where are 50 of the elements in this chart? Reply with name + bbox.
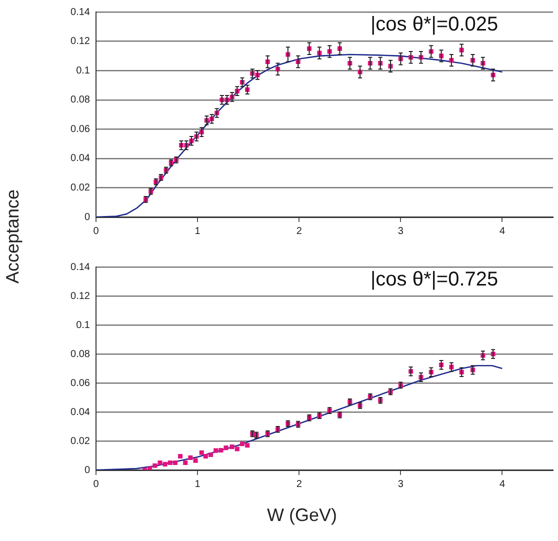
y-tick-label: 0.02	[70, 436, 90, 447]
y-tick-label: 0.06	[70, 124, 90, 135]
x-tick-label: 2	[296, 478, 302, 490]
y-tick-label: 0.02	[70, 182, 90, 194]
y-tick-label: 0	[84, 464, 90, 476]
point	[152, 463, 158, 468]
x-tick-label: 1	[194, 478, 201, 490]
point	[162, 462, 168, 466]
point	[193, 458, 198, 463]
point	[208, 452, 214, 458]
y-tick-label: 0.06	[70, 378, 90, 389]
y-tick-label: 0	[84, 212, 90, 223]
point	[218, 448, 224, 453]
y-tick-label: 0.14	[70, 262, 90, 273]
x-tick-label: 4	[499, 478, 506, 490]
point	[178, 454, 183, 458]
y-tick-label: 0.04	[70, 406, 90, 418]
point	[172, 460, 178, 466]
x-tick-label: 3	[398, 478, 404, 490]
point	[234, 446, 240, 452]
x-tick-label: 2	[296, 226, 302, 237]
y-tick-label: 0.12	[70, 36, 90, 48]
x-tick-label: 3	[398, 226, 404, 237]
y-axis-title: Acceptance	[2, 189, 24, 284]
point	[240, 442, 245, 446]
point	[199, 450, 204, 455]
y-tick-label: 0.1	[76, 65, 90, 76]
y-tick-label: 0.04	[70, 153, 90, 164]
y-tick-label: 0.12	[70, 290, 90, 302]
x-tick-label: 4	[499, 226, 506, 237]
x-tick-label: 0	[93, 478, 100, 490]
x-axis-title: W (GeV)	[266, 505, 338, 526]
point	[183, 460, 188, 466]
point	[245, 443, 250, 448]
y-tick-label: 0.08	[70, 94, 90, 106]
annotation: |cos θ*|=0.725	[370, 268, 498, 291]
point	[148, 466, 152, 470]
x-tick-label: 0	[93, 226, 100, 237]
point	[230, 444, 234, 450]
point	[214, 448, 218, 453]
y-tick-label: 0.14	[70, 6, 90, 18]
point	[158, 460, 162, 466]
point	[188, 455, 193, 460]
annotation: |cos θ*|=0.025	[370, 14, 498, 36]
y-tick-label: 0.1	[76, 320, 90, 331]
point	[224, 446, 228, 450]
point	[203, 454, 208, 458]
y-tick-label: 0.08	[70, 348, 90, 360]
point	[168, 460, 172, 466]
x-tick-label: 1	[194, 226, 201, 237]
